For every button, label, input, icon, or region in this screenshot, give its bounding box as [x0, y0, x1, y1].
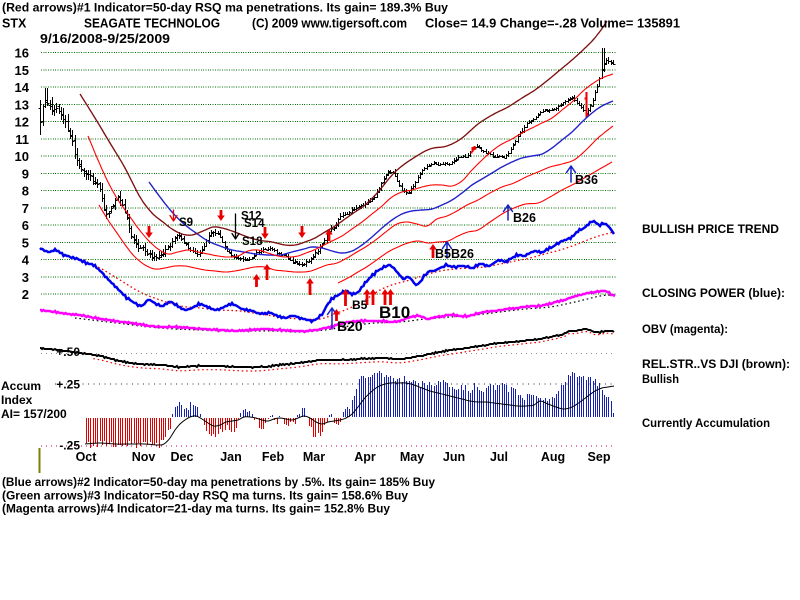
svg-text:(Magenta arrows)#4 Indicator=2: (Magenta arrows)#4 Indicator=21-day ma t…	[2, 502, 390, 516]
svg-text:15: 15	[15, 63, 29, 78]
svg-text:Mar: Mar	[303, 450, 325, 464]
svg-text:7: 7	[22, 201, 29, 216]
svg-text:Currently Accumulation: Currently Accumulation	[642, 416, 770, 430]
svg-text:S14: S14	[244, 218, 265, 230]
svg-text:SEAGATE TECHNOLOG: SEAGATE TECHNOLOG	[84, 17, 220, 31]
svg-text:B5: B5	[352, 298, 368, 312]
svg-text:9: 9	[22, 166, 29, 181]
svg-text:(Green arrows)#3 Indicator=50-: (Green arrows)#3 Indicator=50-day RSQ ma…	[2, 489, 408, 503]
svg-text:CLOSING POWER (blue):: CLOSING POWER (blue):	[642, 286, 785, 300]
svg-text:5: 5	[22, 235, 29, 250]
svg-text:11: 11	[15, 132, 29, 147]
svg-text:(C) 2009 www.tigersoft.com: (C) 2009 www.tigersoft.com	[252, 17, 407, 31]
svg-text:+.50: +.50	[56, 345, 80, 359]
svg-text:B5B26: B5B26	[435, 247, 474, 261]
svg-text:S12: S12	[241, 211, 261, 223]
svg-text:Bullish: Bullish	[642, 372, 679, 386]
svg-text:8: 8	[22, 184, 29, 199]
svg-text:REL.STR..VS DJI (brown):: REL.STR..VS DJI (brown):	[642, 357, 790, 371]
svg-text:STX: STX	[2, 17, 27, 31]
svg-text:AI= 157/200: AI= 157/200	[1, 407, 67, 421]
svg-text:14: 14	[15, 80, 30, 95]
svg-text:Sep: Sep	[588, 450, 611, 464]
svg-text:Nov: Nov	[132, 450, 156, 464]
svg-text:S9: S9	[179, 217, 193, 229]
svg-text:12: 12	[15, 115, 29, 130]
svg-text:S18: S18	[242, 236, 263, 248]
svg-text:Jun: Jun	[443, 450, 465, 464]
svg-text:Aug: Aug	[541, 450, 565, 464]
svg-text:OBV (magenta):: OBV (magenta):	[642, 322, 728, 336]
svg-text:+.25: +.25	[56, 378, 80, 392]
svg-text:May: May	[400, 450, 424, 464]
svg-text:Apr: Apr	[354, 450, 376, 464]
svg-text:16: 16	[15, 46, 29, 61]
svg-text:6: 6	[22, 218, 29, 233]
svg-text:Jan: Jan	[220, 450, 242, 464]
svg-text:-.25: -.25	[59, 439, 80, 453]
svg-text:Oct: Oct	[76, 450, 98, 464]
svg-text:9/16/2008-9/25/2009: 9/16/2008-9/25/2009	[40, 32, 170, 46]
svg-text:B26: B26	[513, 211, 536, 225]
svg-text:B36: B36	[575, 173, 598, 187]
svg-text:13: 13	[15, 97, 29, 112]
svg-text:(Blue arrows)#2 Indicator=50-d: (Blue arrows)#2 Indicator=50-day ma pene…	[2, 475, 435, 489]
svg-text:B20: B20	[337, 318, 363, 334]
svg-text:2: 2	[22, 287, 29, 302]
svg-text:Jul: Jul	[490, 450, 508, 464]
svg-text:4: 4	[22, 253, 30, 268]
svg-text:Dec: Dec	[171, 450, 194, 464]
svg-text:Index: Index	[1, 393, 33, 407]
svg-text:Accum: Accum	[1, 379, 41, 393]
svg-text:10: 10	[15, 149, 29, 164]
svg-text:BULLISH PRICE TREND: BULLISH PRICE TREND	[642, 222, 779, 236]
svg-text:3: 3	[22, 270, 29, 285]
svg-text:(Red arrows)#1 Indicator=50-da: (Red arrows)#1 Indicator=50-day RSQ ma p…	[2, 1, 448, 15]
svg-text:Feb: Feb	[262, 450, 285, 464]
svg-text:B10: B10	[379, 303, 410, 322]
svg-text:Close= 14.9 Change=-.28 Volu: Close= 14.9 Change=-.28 Volume= 135891	[425, 17, 680, 31]
